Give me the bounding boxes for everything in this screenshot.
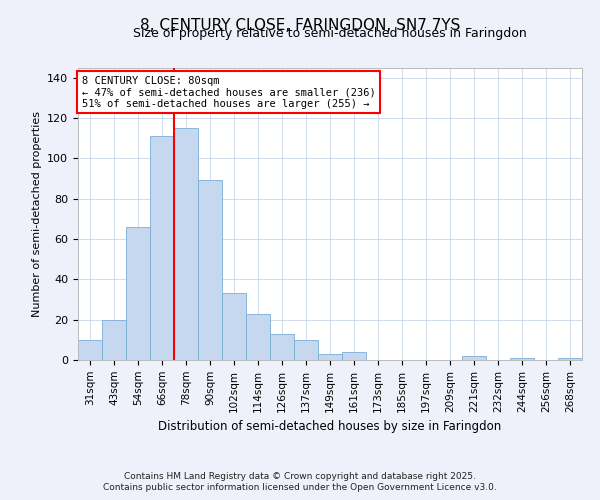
- Y-axis label: Number of semi-detached properties: Number of semi-detached properties: [32, 111, 41, 317]
- Text: 8 CENTURY CLOSE: 80sqm
← 47% of semi-detached houses are smaller (236)
51% of se: 8 CENTURY CLOSE: 80sqm ← 47% of semi-det…: [82, 76, 376, 109]
- Bar: [246, 314, 270, 360]
- Bar: [558, 358, 582, 360]
- X-axis label: Distribution of semi-detached houses by size in Faringdon: Distribution of semi-detached houses by …: [158, 420, 502, 433]
- Bar: [318, 354, 342, 360]
- Bar: [150, 136, 174, 360]
- Bar: [78, 340, 102, 360]
- Text: 8, CENTURY CLOSE, FARINGDON, SN7 7YS: 8, CENTURY CLOSE, FARINGDON, SN7 7YS: [140, 18, 460, 32]
- Text: Contains HM Land Registry data © Crown copyright and database right 2025.: Contains HM Land Registry data © Crown c…: [124, 472, 476, 481]
- Text: Contains public sector information licensed under the Open Government Licence v3: Contains public sector information licen…: [103, 484, 497, 492]
- Bar: [294, 340, 318, 360]
- Bar: [174, 128, 198, 360]
- Title: Size of property relative to semi-detached houses in Faringdon: Size of property relative to semi-detach…: [133, 27, 527, 40]
- Bar: [126, 227, 150, 360]
- Bar: [342, 352, 366, 360]
- Bar: [462, 356, 486, 360]
- Bar: [102, 320, 126, 360]
- Bar: [510, 358, 534, 360]
- Bar: [270, 334, 294, 360]
- Bar: [222, 294, 246, 360]
- Bar: [198, 180, 222, 360]
